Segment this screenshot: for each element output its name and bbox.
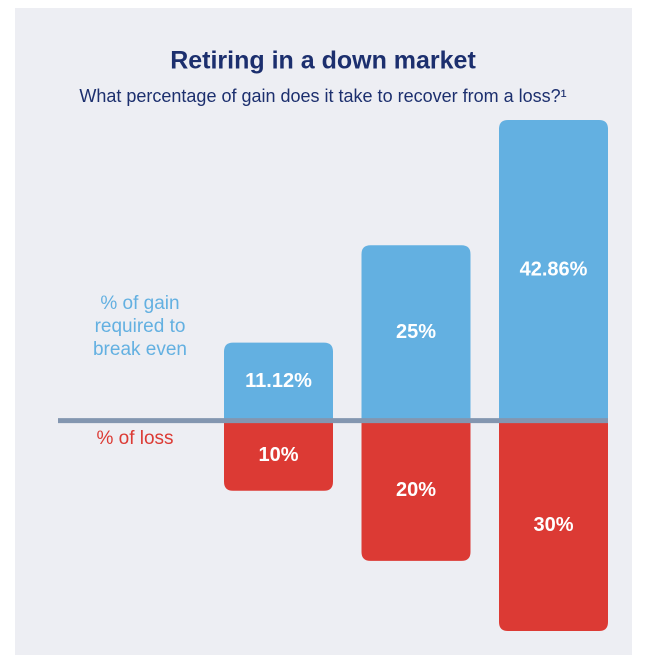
- value-label: 10%: [258, 444, 298, 466]
- bar: [361, 420, 471, 561]
- value-label: 42.86%: [520, 259, 588, 281]
- bar: [499, 420, 608, 631]
- value-label: 30%: [533, 514, 573, 536]
- bar: [361, 245, 471, 421]
- bar: [224, 420, 333, 491]
- bar: [499, 119, 608, 421]
- legend-gain: % of gain required to break even: [92, 293, 187, 360]
- chart-title: Retiring in a down market: [170, 47, 476, 75]
- bar: [224, 342, 333, 421]
- value-label: 20%: [396, 479, 436, 501]
- value-label: 11.12%: [245, 370, 312, 392]
- value-label: 25%: [396, 321, 436, 343]
- legend-loss: % of loss: [96, 428, 174, 449]
- chart-subtitle: What percentage of gain does it take to …: [79, 86, 566, 106]
